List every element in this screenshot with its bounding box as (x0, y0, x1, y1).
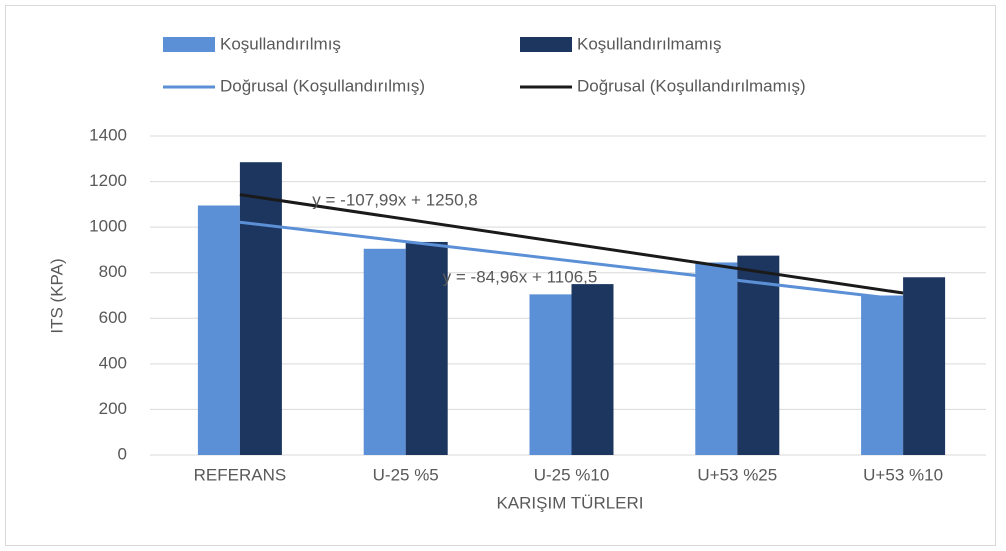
y-tick-label: 1000 (89, 217, 127, 236)
bar (861, 295, 904, 455)
x-axis-label: KARIŞIM TÜRLERI (496, 493, 643, 512)
bar (239, 162, 282, 456)
y-tick-label: 400 (99, 353, 127, 372)
y-axis-label: ITS (KPA) (47, 258, 66, 333)
x-tick-label: U+53 %10 (863, 465, 943, 484)
trendline-equation: y = -84,96x + 1106,5 (443, 267, 598, 286)
bar (405, 241, 448, 455)
x-tick-label: U-25 %5 (373, 465, 439, 484)
y-tick-label: 1200 (89, 171, 127, 190)
y-tick-label: 600 (99, 308, 127, 327)
bar (363, 248, 406, 455)
bar (737, 255, 780, 455)
y-tick-label: 1400 (89, 125, 127, 144)
bar (571, 284, 614, 455)
legend-label: Koşullandırılmış (220, 34, 341, 53)
legend-label: Koşullandırılmamış (577, 34, 722, 53)
bar (903, 277, 946, 455)
y-tick-label: 200 (99, 399, 127, 418)
legend-label: Doğrusal (Koşullandırılmış) (220, 76, 425, 95)
x-tick-label: REFERANS (194, 465, 287, 484)
trendline-equation: y = -107,99x + 1250,8 (312, 190, 477, 209)
bar (695, 262, 738, 455)
y-tick-label: 800 (99, 262, 127, 281)
legend-swatch (520, 37, 572, 52)
trendline (239, 193, 904, 295)
bar (529, 294, 572, 455)
trendline (239, 220, 904, 302)
legend-swatch (163, 37, 215, 52)
bar (197, 205, 240, 455)
legend-label: Doğrusal (Koşullandırılmamış) (577, 76, 806, 95)
y-tick-label: 0 (118, 444, 127, 463)
x-tick-label: U+53 %25 (697, 465, 777, 484)
x-tick-label: U-25 %10 (534, 465, 610, 484)
